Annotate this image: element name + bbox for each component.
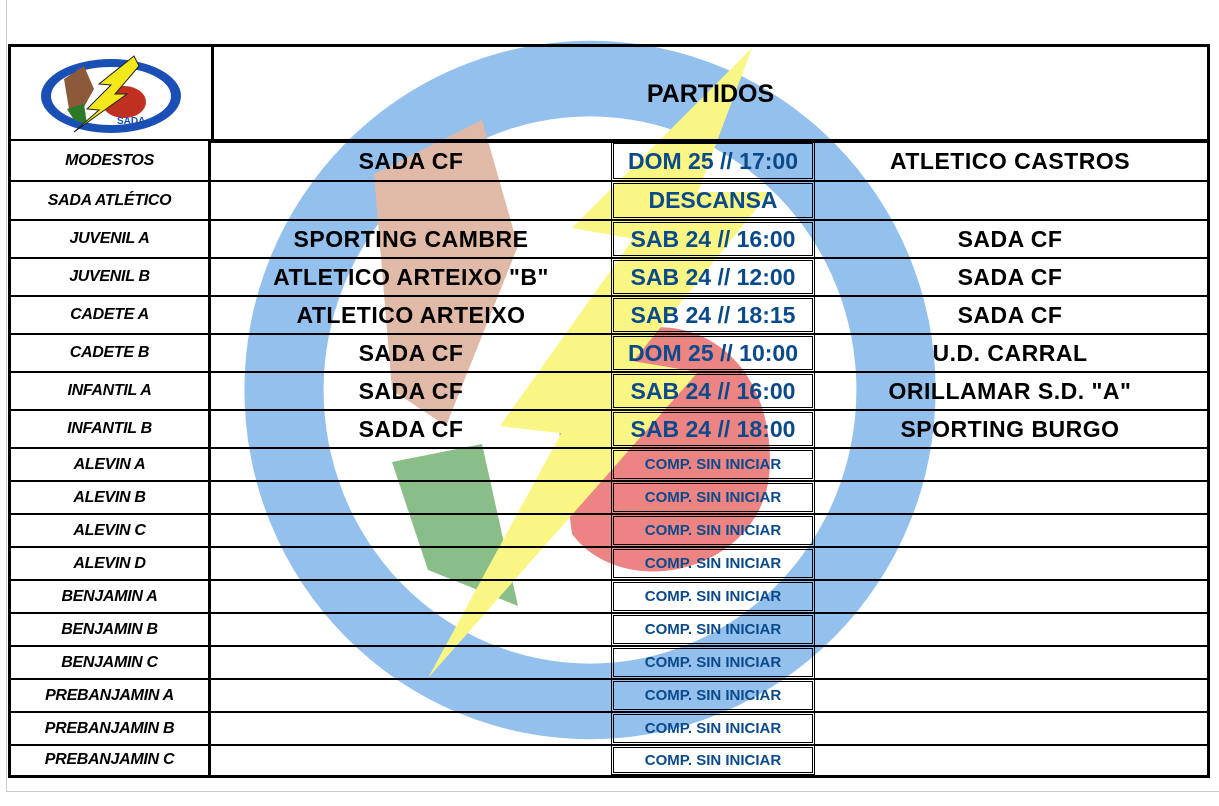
row-divider: [11, 480, 1207, 482]
category-label: BENJAMIN B: [11, 613, 211, 646]
home-team: [211, 448, 611, 481]
category-label: INFANTIL A: [11, 372, 211, 410]
away-team: [813, 514, 1207, 547]
category-label: MODESTOS: [11, 141, 211, 181]
away-team: SADA CF: [957, 225, 1063, 252]
category-label: BENJAMIN C: [11, 646, 211, 679]
row-divider: [11, 711, 1207, 713]
away-team: [813, 580, 1207, 613]
row-divider: [11, 257, 1207, 259]
match-date: SAB 24 // 18:15: [611, 296, 815, 334]
category-label: CADETE A: [11, 296, 211, 334]
away-team: [813, 712, 1207, 745]
match-date: COMP. SIN INICIAR: [611, 646, 815, 679]
home-team: ATLETICO ARTEIXO: [296, 301, 526, 328]
home-team: ATLETICO ARTEIXO "B": [273, 263, 549, 290]
match-date: COMP. SIN INICIAR: [611, 712, 815, 745]
svg-text:SADA: SADA: [117, 116, 145, 127]
club-logo: SADA: [11, 47, 214, 141]
row-divider: [11, 180, 1207, 182]
home-team: [211, 646, 611, 679]
home-team: [211, 547, 611, 580]
row-divider: [11, 744, 1207, 746]
match-date: COMP. SIN INICIAR: [611, 745, 815, 775]
home-team: [211, 580, 611, 613]
match-date: COMP. SIN INICIAR: [611, 448, 815, 481]
row-divider: [11, 579, 1207, 581]
matches-table: SADA PARTIDOS MODESTOS SADA CF DOM 25 // 1…: [8, 44, 1210, 778]
club-crest-watermark: [244, 40, 936, 740]
home-team: SADA CF: [358, 147, 464, 174]
away-team: [813, 181, 1207, 220]
home-team: SADA CF: [358, 339, 464, 366]
category-label: JUVENIL B: [11, 258, 211, 296]
category-label: CADETE B: [11, 334, 211, 372]
match-date: COMP. SIN INICIAR: [611, 613, 815, 646]
category-label: PREBANJAMIN A: [11, 679, 211, 712]
away-team: ORILLAMAR S.D. "A": [888, 377, 1132, 404]
home-team: [211, 679, 611, 712]
away-team: [813, 646, 1207, 679]
divider: [11, 139, 1207, 143]
away-team: [813, 613, 1207, 646]
match-date: COMP. SIN INICIAR: [611, 580, 815, 613]
match-date: SAB 24 // 12:00: [611, 258, 815, 296]
away-team: U.D. CARRAL: [932, 339, 1088, 366]
category-label: BENJAMIN A: [11, 580, 211, 613]
home-team: SPORTING CAMBRE: [293, 225, 529, 252]
home-team: [211, 613, 611, 646]
home-team: [211, 181, 611, 220]
match-date: SAB 24 // 16:00: [611, 220, 815, 258]
match-date: DOM 25 // 17:00: [611, 141, 815, 181]
category-label: ALEVIN C: [11, 514, 211, 547]
home-team: [211, 514, 611, 547]
row-divider: [11, 612, 1207, 614]
row-divider: [11, 219, 1207, 221]
away-team: SPORTING BURGO: [900, 415, 1120, 442]
category-label: ALEVIN B: [11, 481, 211, 514]
row-divider: [11, 447, 1207, 449]
row-divider: [11, 333, 1207, 335]
row-divider: [11, 645, 1207, 647]
row-divider: [11, 295, 1207, 297]
page-edge: [6, 0, 7, 792]
row-divider: [11, 409, 1207, 411]
match-date: COMP. SIN INICIAR: [611, 514, 815, 547]
match-date: COMP. SIN INICIAR: [611, 679, 815, 712]
home-team: [211, 712, 611, 745]
match-date: COMP. SIN INICIAR: [611, 481, 815, 514]
row-divider: [11, 513, 1207, 515]
page-edge: [6, 791, 1219, 792]
away-team: [813, 679, 1207, 712]
home-team: SADA CF: [358, 415, 464, 442]
category-label: ALEVIN A: [11, 448, 211, 481]
category-label: PREBANJAMIN B: [11, 712, 211, 745]
category-label: PREBANJAMIN C: [11, 745, 211, 775]
category-label: SADA ATLÉTICO: [11, 181, 211, 220]
page-title: PARTIDOS: [646, 79, 775, 108]
away-team: [813, 448, 1207, 481]
row-divider: [11, 546, 1207, 548]
row-divider: [11, 371, 1207, 373]
match-date: DOM 25 // 10:00: [611, 334, 815, 372]
match-date: SAB 24 // 18:00: [611, 410, 815, 448]
home-team: [211, 481, 611, 514]
home-team: SADA CF: [358, 377, 464, 404]
category-label: JUVENIL A: [11, 220, 211, 258]
category-label: INFANTIL B: [11, 410, 211, 448]
away-team: ATLETICO CASTROS: [889, 147, 1131, 174]
away-team: SADA CF: [957, 301, 1063, 328]
category-label: ALEVIN D: [11, 547, 211, 580]
club-crest-icon: SADA: [40, 55, 181, 133]
match-date: COMP. SIN INICIAR: [611, 547, 815, 580]
home-team: [211, 745, 611, 775]
away-team: SADA CF: [957, 263, 1063, 290]
away-team: [813, 745, 1207, 775]
match-date: DESCANSA: [611, 181, 815, 220]
match-date: SAB 24 // 16:00: [611, 372, 815, 410]
away-team: [813, 481, 1207, 514]
away-team: [813, 547, 1207, 580]
row-divider: [11, 678, 1207, 680]
